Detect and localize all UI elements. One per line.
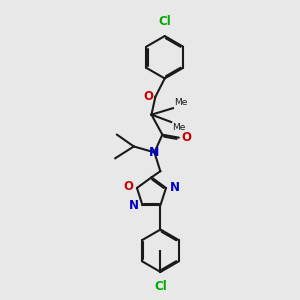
Text: N: N <box>149 146 160 159</box>
Text: N: N <box>129 199 139 212</box>
Text: Cl: Cl <box>154 280 167 293</box>
Text: N: N <box>170 182 180 194</box>
Text: O: O <box>123 180 133 193</box>
Text: O: O <box>143 91 153 103</box>
Text: O: O <box>181 131 191 144</box>
Text: Me: Me <box>174 98 188 107</box>
Text: Me: Me <box>172 123 186 132</box>
Text: Cl: Cl <box>158 15 171 28</box>
